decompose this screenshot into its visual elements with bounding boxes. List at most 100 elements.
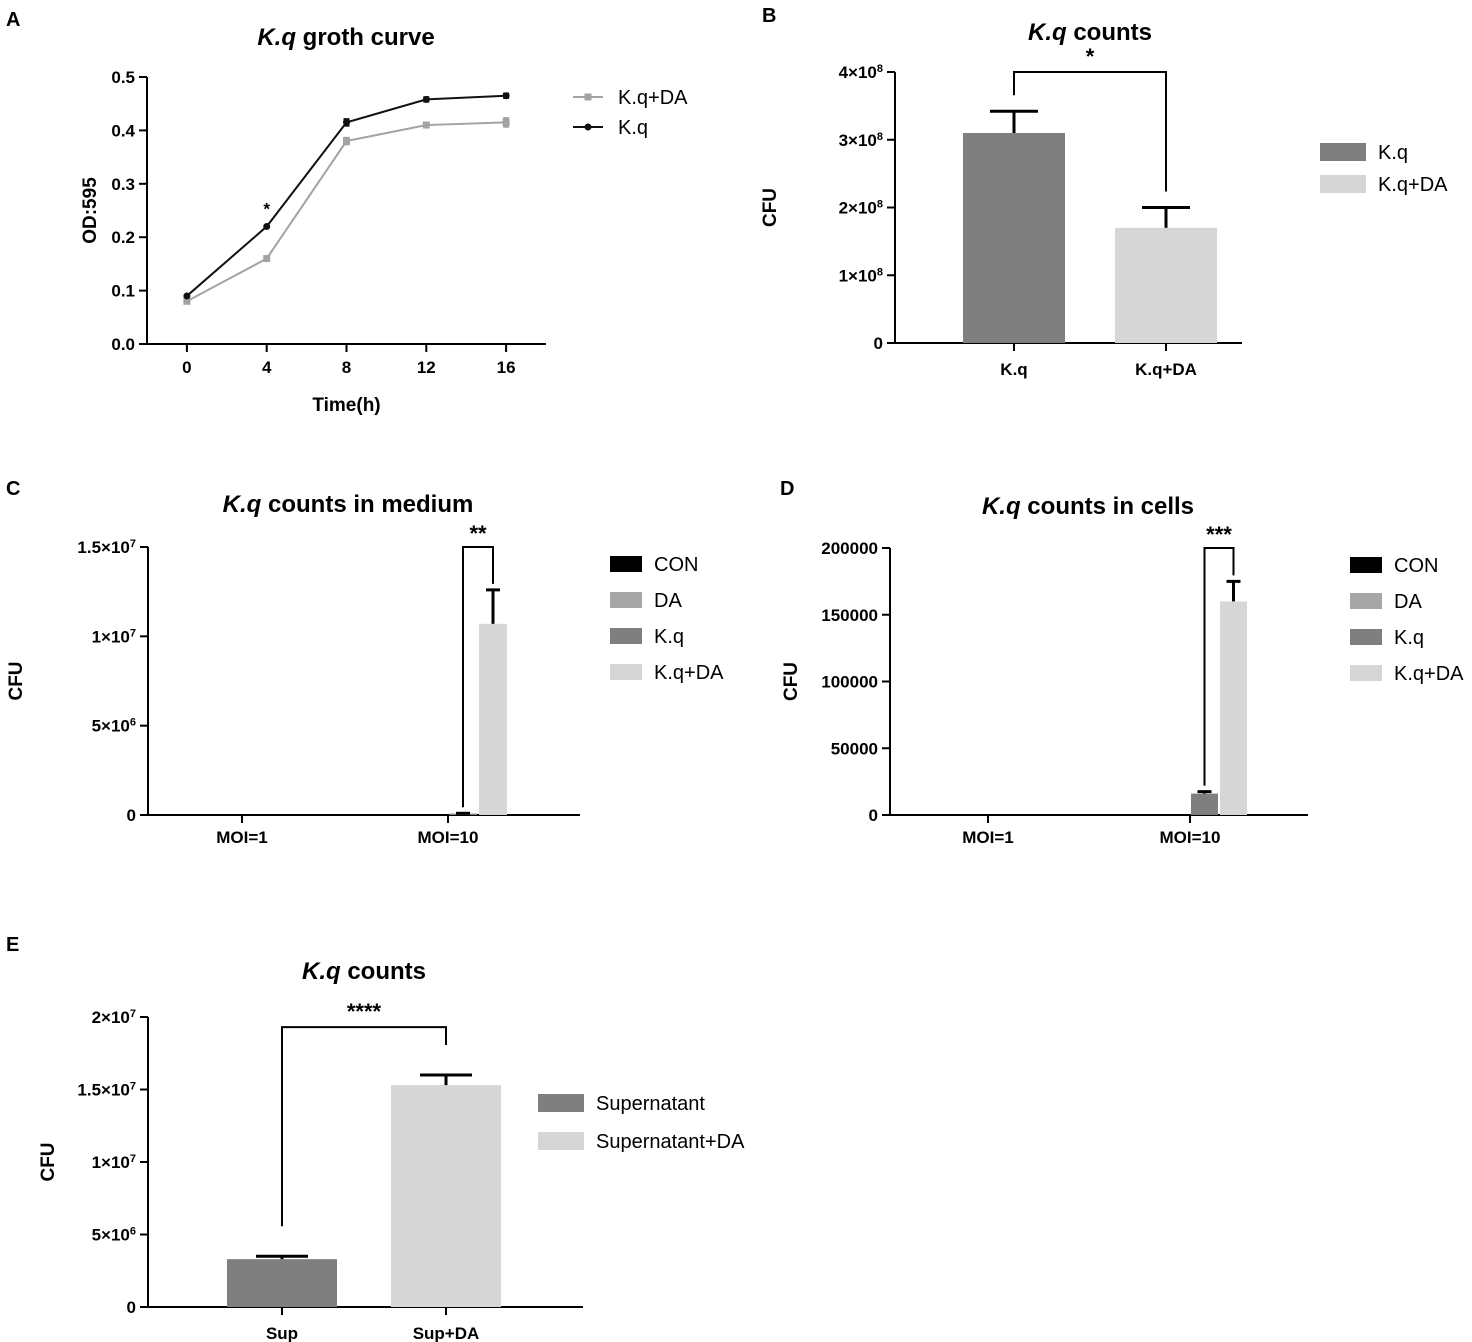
y-tick-label: 0.2 bbox=[111, 228, 135, 247]
legend-swatch bbox=[1350, 665, 1382, 681]
chart-title-italic: K.q bbox=[1028, 19, 1067, 46]
chart-title-rest: counts bbox=[341, 958, 426, 985]
x-tick-label: MOI=1 bbox=[962, 828, 1014, 847]
x-tick-label: K.q bbox=[1000, 360, 1027, 379]
chart-title-rest: counts in medium bbox=[261, 491, 473, 518]
legend-swatch bbox=[610, 556, 642, 572]
y-tick-label-base: 50000 bbox=[831, 739, 878, 758]
y-tick-label-exp: 6 bbox=[130, 717, 136, 729]
y-tick-label: 3×108 bbox=[839, 131, 883, 150]
y-axis-label: CFU bbox=[781, 662, 802, 701]
y-tick-label: 0.1 bbox=[111, 282, 135, 301]
bar bbox=[391, 1085, 501, 1307]
data-point bbox=[263, 255, 271, 263]
panel-label: D bbox=[780, 478, 794, 500]
y-tick-label: 2×108 bbox=[839, 199, 883, 218]
bar bbox=[963, 132, 1065, 343]
legend-label: CON bbox=[654, 554, 698, 576]
y-tick-label-base: 0 bbox=[127, 806, 136, 825]
x-tick-label: 16 bbox=[497, 358, 516, 377]
chart-title-italic: K.q bbox=[223, 491, 262, 518]
legend-swatch bbox=[538, 1132, 584, 1150]
legend-marker bbox=[584, 93, 592, 101]
y-tick-label: 5×106 bbox=[92, 1226, 136, 1245]
bar bbox=[1191, 793, 1218, 815]
y-tick-label-base: 1.5×10 bbox=[77, 1081, 129, 1100]
y-tick-label: 0 bbox=[127, 806, 136, 825]
panel-label: C bbox=[6, 478, 20, 500]
y-axis-label: CFU bbox=[6, 661, 27, 700]
legend-label: CON bbox=[1394, 555, 1438, 577]
legend-swatch bbox=[1320, 175, 1366, 193]
y-tick-label: 50000 bbox=[831, 739, 878, 758]
y-tick-label-base: 100000 bbox=[821, 673, 878, 692]
y-tick-label: 0.3 bbox=[111, 175, 135, 194]
legend-label: K.q bbox=[618, 117, 648, 139]
y-tick-label: 0.5 bbox=[111, 68, 135, 87]
data-point bbox=[422, 121, 430, 129]
y-tick-label-exp: 8 bbox=[877, 199, 883, 211]
legend-label: K.q bbox=[654, 626, 684, 648]
y-axis-label: CFU bbox=[38, 1142, 59, 1181]
bar bbox=[227, 1259, 337, 1307]
chart-title: K.q counts bbox=[302, 958, 426, 985]
legend-label: K.q+DA bbox=[1394, 663, 1464, 685]
panel-d-counts-in-cells: D K.q counts in cells 0 50000 100000 150000 20… bbox=[780, 478, 1464, 847]
panel-label: B bbox=[762, 5, 776, 27]
significance-marker: * bbox=[1086, 44, 1095, 69]
legend-swatch bbox=[1320, 143, 1366, 161]
x-tick-label: MOI=10 bbox=[418, 828, 479, 847]
significance-bracket bbox=[1013, 71, 1167, 192]
x-axis-label: Time(h) bbox=[312, 395, 380, 416]
y-tick-label-base: 2×10 bbox=[839, 199, 877, 218]
y-tick-label: 0 bbox=[127, 1298, 136, 1317]
x-tick-label: 12 bbox=[417, 358, 436, 377]
legend-label: K.q+DA bbox=[618, 87, 688, 109]
legend-label: Supernatant bbox=[596, 1093, 705, 1115]
significance-bracket bbox=[281, 1026, 447, 1227]
chart-title-italic: K.q bbox=[302, 958, 341, 985]
data-point bbox=[502, 92, 510, 100]
y-tick-label-exp: 6 bbox=[130, 1226, 136, 1238]
y-tick-label: 100000 bbox=[821, 673, 878, 692]
y-tick-label: 150000 bbox=[821, 606, 878, 625]
y-tick-label: 200000 bbox=[821, 539, 878, 558]
y-tick-label: 0 bbox=[869, 806, 878, 825]
legend-label: Supernatant+DA bbox=[596, 1131, 745, 1153]
legend-marker bbox=[584, 123, 592, 131]
y-tick-label-exp: 7 bbox=[130, 1081, 136, 1093]
legend-label: DA bbox=[654, 590, 682, 612]
significance-marker: *** bbox=[1206, 522, 1232, 547]
y-tick-label-base: 5×10 bbox=[92, 1226, 130, 1245]
legend-swatch bbox=[610, 592, 642, 608]
x-tick-label: 8 bbox=[342, 358, 351, 377]
y-tick-label-base: 0 bbox=[869, 806, 878, 825]
panel-c-counts-in-medium: C K.q counts in medium 0 5×106 1×107 1.5×10 7 C… bbox=[6, 478, 724, 847]
y-axis-label: OD:595 bbox=[80, 177, 101, 244]
y-tick-label: 0.0 bbox=[111, 335, 135, 354]
panel-label: E bbox=[6, 934, 19, 956]
x-tick-label: Sup bbox=[266, 1324, 298, 1342]
x-tick-label: 4 bbox=[262, 358, 272, 377]
significance-bracket bbox=[1203, 547, 1235, 786]
y-tick-label: 0 bbox=[874, 334, 883, 353]
y-tick-label: 4×108 bbox=[839, 63, 883, 82]
y-tick-label: 5×106 bbox=[92, 717, 136, 736]
chart-title-italic: K.q bbox=[982, 493, 1021, 520]
panel-label: A bbox=[6, 9, 20, 31]
y-tick-label: 1×107 bbox=[92, 627, 136, 646]
legend-label: K.q bbox=[1378, 142, 1408, 164]
y-tick-label-exp: 7 bbox=[130, 627, 136, 639]
y-tick-label-base: 0 bbox=[127, 1298, 136, 1317]
chart-title: K.q groth curve bbox=[257, 24, 434, 51]
y-tick-label-base: 1.5×10 bbox=[77, 538, 129, 557]
y-tick-label-exp: 8 bbox=[877, 63, 883, 75]
y-tick-label-base: 150000 bbox=[821, 606, 878, 625]
y-axis-label: CFU bbox=[760, 188, 781, 227]
y-tick-label: 1×108 bbox=[839, 266, 883, 285]
legend-label: DA bbox=[1394, 591, 1422, 613]
chart-title-rest: counts in cells bbox=[1021, 493, 1194, 520]
legend-label: K.q+DA bbox=[654, 662, 724, 684]
legend-label: K.q+DA bbox=[1378, 174, 1448, 196]
x-tick-label: Sup+DA bbox=[413, 1324, 480, 1342]
